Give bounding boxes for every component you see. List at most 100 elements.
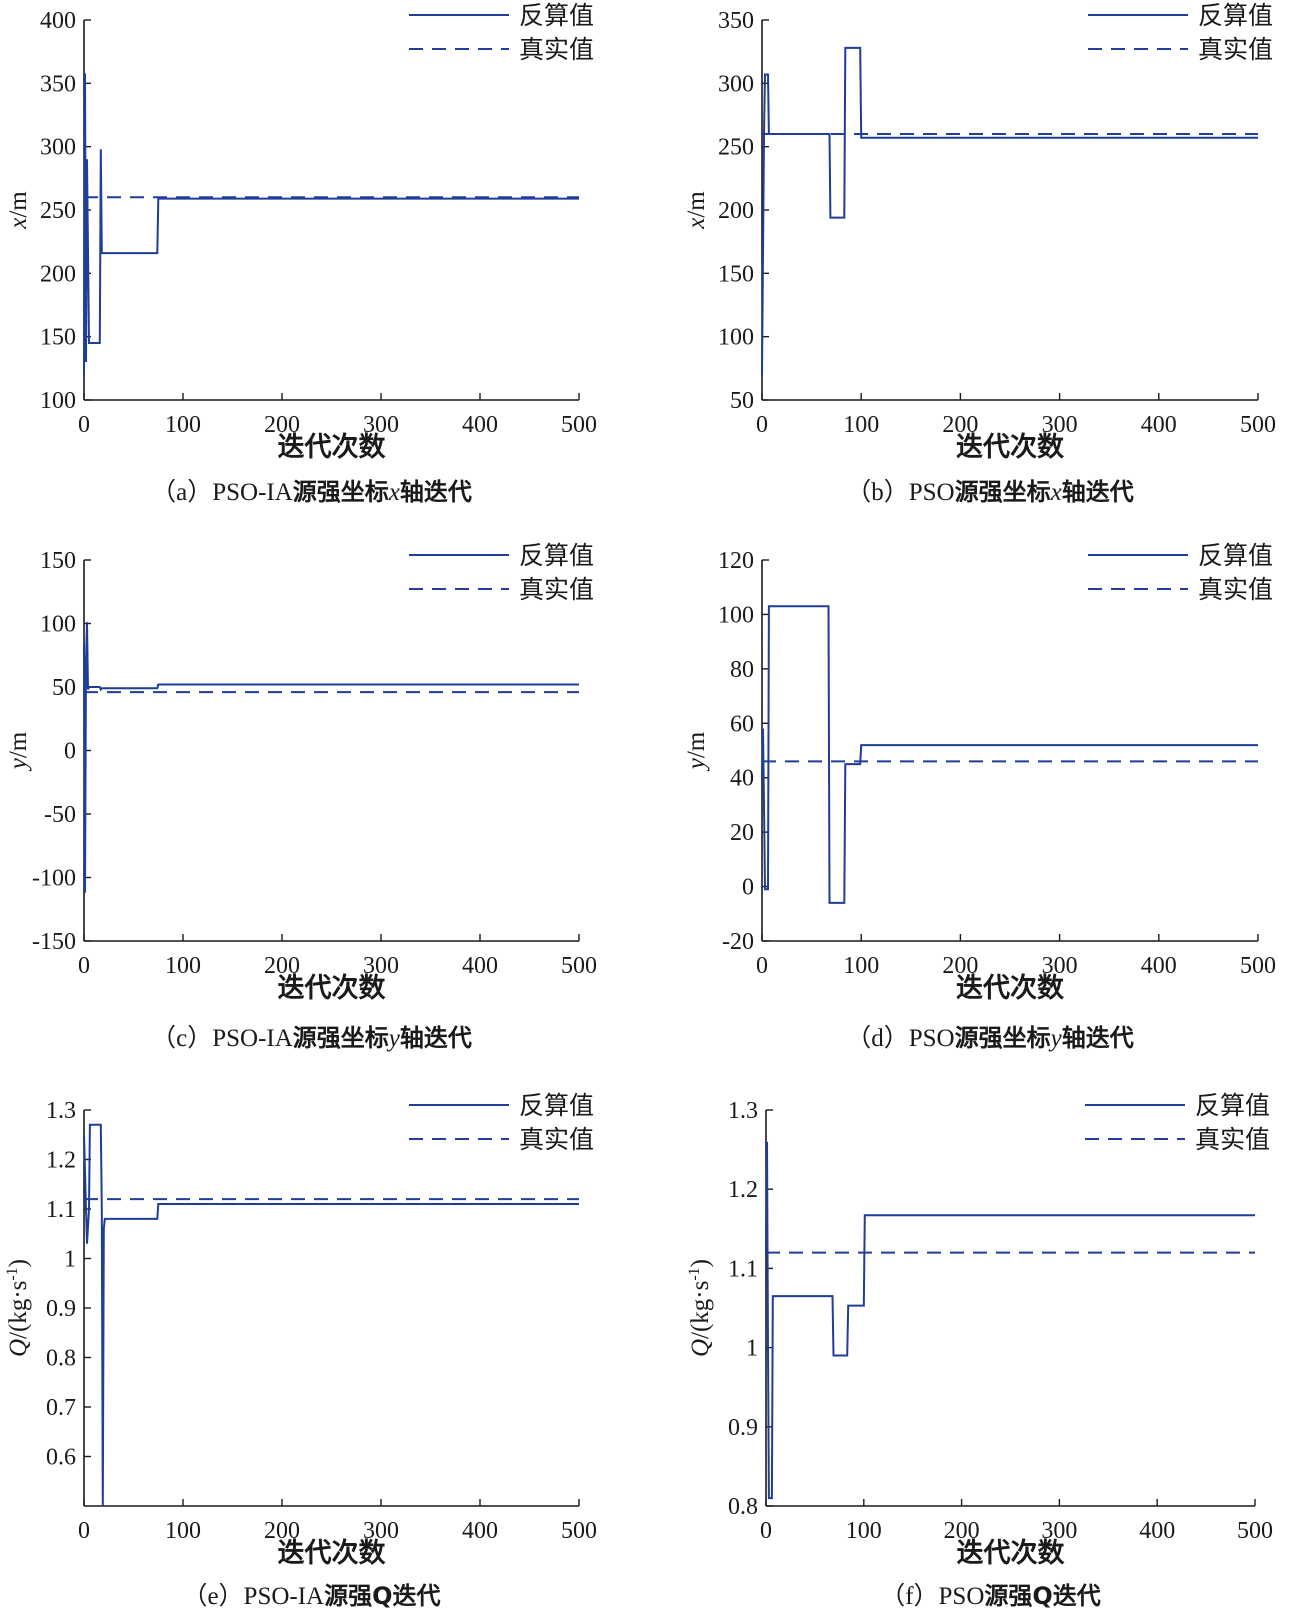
y-tick-label: 60 [730, 711, 754, 737]
x-tick-label: 100 [165, 1518, 201, 1544]
y-axis-unit: /(kg·s [687, 1281, 714, 1339]
x-tick-label: 0 [756, 412, 768, 438]
y-tick-label: 200 [40, 261, 76, 287]
x-tick-label: 400 [462, 953, 498, 979]
panel-caption: （e）PSO-IA源强Q迭代 [182, 1582, 440, 1610]
series-line-inverse-value [83, 622, 579, 893]
y-tick-label: -50 [44, 802, 76, 828]
legend-label: 反算值 [1195, 1091, 1270, 1120]
x-tick-label: 500 [561, 412, 597, 438]
y-tick-label: 0 [64, 739, 76, 765]
x-axis-label: 迭代次数 [956, 432, 1065, 463]
legend-label: 真实值 [1195, 1125, 1270, 1154]
legend-label: 真实值 [1198, 35, 1273, 64]
y-axis-variable: Q [5, 1339, 32, 1357]
y-tick-label: 350 [718, 8, 754, 34]
y-tick-label: 1.3 [728, 1098, 758, 1124]
y-tick-label: 150 [718, 261, 754, 287]
x-tick-label: 200 [942, 953, 978, 979]
legend-label: 反算值 [519, 1, 594, 30]
panel-caption: （c）PSO-IA源强坐标y轴迭代 [151, 1024, 472, 1052]
panel-caption: （d）PSO源强坐标y轴迭代 [846, 1024, 1133, 1052]
x-tick-label: 0 [78, 412, 90, 438]
x-tick-label: 300 [1042, 953, 1078, 979]
y-axis-unit: /m [683, 191, 710, 218]
x-tick-label: 200 [944, 1518, 980, 1544]
caption-middle: 源强坐标 [293, 478, 389, 506]
y-axis-unit: /m [683, 731, 710, 758]
x-tick-label: 500 [561, 953, 597, 979]
x-tick-label: 400 [1141, 953, 1177, 979]
y-tick-label: 100 [40, 388, 76, 414]
x-tick-label: 200 [264, 412, 300, 438]
x-tick-label: 0 [760, 1518, 772, 1544]
x-tick-label: 400 [1141, 412, 1177, 438]
x-axis-label: 迭代次数 [278, 1538, 387, 1569]
legend-label: 反算值 [1198, 1, 1273, 30]
caption-middle: 源强坐标 [955, 478, 1051, 506]
x-tick-label: 200 [264, 1518, 300, 1544]
y-tick-label: 20 [730, 820, 754, 846]
x-tick-label: 300 [1042, 412, 1078, 438]
y-tick-label: 50 [52, 675, 76, 701]
y-axis-unit-exponent: -1 [686, 1267, 703, 1280]
x-axis-label: 迭代次数 [278, 973, 387, 1004]
y-tick-label: 40 [730, 766, 754, 792]
caption-variable: y [386, 1025, 401, 1052]
y-tick-label: 1.2 [728, 1177, 758, 1203]
y-tick-label: 200 [718, 198, 754, 224]
series-line-inverse-value [761, 605, 1258, 904]
caption-suffix: 轴迭代 [1062, 478, 1134, 506]
caption-prefix: （b）PSO [846, 478, 954, 506]
y-axis-unit: /m [5, 191, 32, 218]
y-axis-unit: /m [5, 731, 32, 758]
series-line-inverse-value [83, 73, 579, 375]
panel-caption: （f）PSO源强Q迭代 [880, 1582, 1101, 1610]
x-axis-label: 迭代次数 [956, 973, 1065, 1004]
y-axis-label: Q/(kg·s-1) [686, 1259, 714, 1357]
x-tick-label: 200 [942, 412, 978, 438]
legend-label: 反算值 [1198, 541, 1273, 570]
x-tick-label: 300 [363, 953, 399, 979]
x-tick-label: 100 [843, 953, 879, 979]
x-tick-label: 100 [846, 1518, 882, 1544]
y-tick-label: 0 [742, 875, 754, 901]
y-tick-label: -100 [32, 866, 76, 892]
y-tick-label: 100 [718, 325, 754, 351]
x-tick-label: 100 [165, 953, 201, 979]
y-tick-label: -150 [32, 929, 76, 955]
y-tick-label: 100 [718, 602, 754, 628]
y-tick-label: 1 [64, 1247, 76, 1273]
y-tick-label: 0.7 [46, 1395, 76, 1421]
chart-panel-e: 0 100 200 300 400 500 0.6 0.7 0.8 0.9 1 1.1 1.2 1.3 反算… [4, 1091, 597, 1610]
caption-prefix: （c）PSO-IA [151, 1024, 293, 1052]
y-axis-variable: y [683, 757, 710, 772]
y-tick-label: 120 [718, 548, 754, 574]
caption-variable: x [1050, 479, 1062, 506]
legend-label: 反算值 [519, 541, 594, 570]
chart-panel-b: 0 100 200 300 400 500 50 100 150 200 250 300 350 反算值真… [683, 1, 1276, 506]
y-axis-variable: y [5, 757, 32, 772]
caption-prefix: （d）PSO [846, 1024, 954, 1052]
y-tick-label: 0.8 [46, 1346, 76, 1372]
x-tick-label: 500 [561, 1518, 597, 1544]
x-tick-label: 500 [1240, 953, 1276, 979]
y-tick-label: 400 [40, 8, 76, 34]
caption-suffix: 轴迭代 [1062, 1024, 1134, 1052]
x-tick-label: 400 [462, 412, 498, 438]
y-tick-label: 350 [40, 71, 76, 97]
y-tick-label: 1.3 [46, 1098, 76, 1124]
y-axis-label: x/m [683, 191, 710, 230]
y-tick-label: -20 [722, 929, 754, 955]
y-tick-label: 0.6 [46, 1445, 76, 1471]
y-tick-label: 300 [718, 71, 754, 97]
caption-prefix: （e）PSO-IA [182, 1582, 324, 1610]
y-axis-label: Q/(kg·s-1) [4, 1259, 32, 1357]
x-axis-label: 迭代次数 [278, 432, 387, 463]
x-tick-label: 200 [264, 953, 300, 979]
x-axis-label: 迭代次数 [957, 1538, 1066, 1569]
y-tick-label: 300 [40, 135, 76, 161]
panel-caption: （a）PSO-IA源强坐标x轴迭代 [151, 478, 472, 506]
y-axis-variable: x [5, 218, 32, 230]
